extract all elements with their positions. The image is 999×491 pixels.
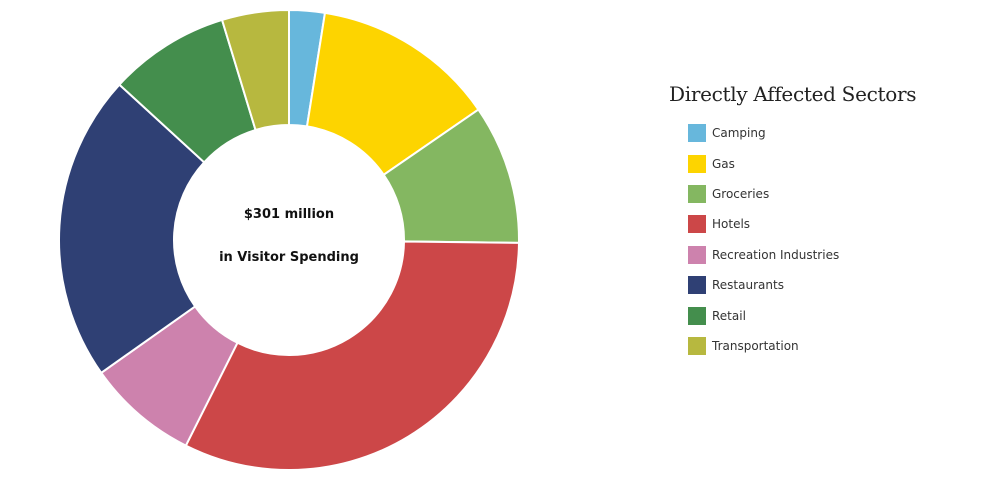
legend: Directly Affected Sectors Camping Gas Gr… (669, 82, 969, 361)
legend-swatch-restaurants (688, 276, 706, 295)
legend-item-recreation-industries[interactable]: Recreation Industries (688, 240, 969, 270)
legend-item-retail[interactable]: Retail (688, 300, 969, 330)
legend-swatch-groceries (688, 184, 706, 203)
legend-swatch-camping (688, 124, 706, 143)
legend-label: Groceries (712, 186, 770, 201)
legend-item-camping[interactable]: Camping (688, 118, 969, 148)
donut-slice-restaurants[interactable] (58, 83, 206, 375)
center-subtitle-label: in Visitor Spending (219, 250, 359, 265)
legend-swatch-recreation-industries (688, 245, 706, 264)
legend-item-transportation[interactable]: Transportation (688, 331, 969, 361)
legend-swatch-transportation (688, 336, 706, 355)
legend-swatch-gas (688, 154, 706, 173)
legend-label: Restaurants (712, 278, 784, 293)
legend-item-gas[interactable]: Gas (688, 148, 969, 178)
donut-chart-svg (58, 8, 520, 471)
donut-slice-transportation[interactable] (220, 8, 290, 132)
legend-swatch-hotels (688, 215, 706, 234)
legend-title: Directly Affected Sectors (669, 82, 917, 106)
legend-label: Transportation (712, 338, 799, 353)
legend-item-groceries[interactable]: Groceries (688, 179, 969, 209)
center-total-label: $301 million (243, 207, 335, 222)
legend-label: Camping (712, 126, 766, 141)
legend-label: Recreation Industries (712, 247, 840, 262)
donut-slice-hotels[interactable] (184, 240, 520, 471)
legend-item-hotels[interactable]: Hotels (688, 209, 969, 239)
legend-label: Hotels (712, 217, 751, 232)
legend-label: Retail (712, 308, 746, 323)
legend-item-restaurants[interactable]: Restaurants (688, 270, 969, 300)
legend-label: Gas (712, 156, 735, 171)
donut-chart: $301 million in Visitor Spending (58, 8, 520, 471)
legend-swatch-retail (688, 306, 706, 325)
